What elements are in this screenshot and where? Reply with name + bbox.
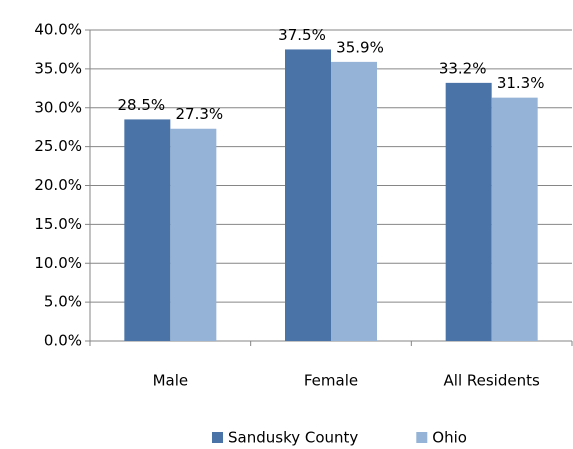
value-label: 37.5% — [278, 26, 326, 44]
x-tick-label: Male — [153, 372, 189, 390]
bar — [285, 49, 331, 341]
y-tick-label: 10.0% — [34, 254, 82, 272]
y-tick-label: 40.0% — [34, 21, 82, 39]
value-label: 33.2% — [439, 59, 487, 77]
y-tick-label: 30.0% — [34, 98, 82, 116]
y-tick-label: 20.0% — [34, 176, 82, 194]
value-label: 28.5% — [118, 96, 166, 114]
value-label: 31.3% — [497, 74, 545, 92]
x-tick-label: Female — [304, 372, 358, 390]
y-tick-label: 35.0% — [34, 59, 82, 77]
x-tick-label: All Residents — [444, 372, 540, 390]
bar — [491, 97, 538, 341]
legend-swatch — [212, 432, 223, 443]
y-tick-label: 15.0% — [34, 215, 82, 233]
y-tick-label: 25.0% — [34, 137, 82, 155]
bar — [331, 61, 377, 341]
value-label: 27.3% — [176, 105, 224, 123]
bar — [170, 128, 217, 341]
y-tick-label: 5.0% — [44, 293, 82, 311]
legend-label: Sandusky County — [228, 429, 358, 447]
legend-label: Ohio — [432, 429, 467, 447]
bar — [445, 82, 492, 342]
value-label: 35.9% — [336, 38, 384, 56]
bar — [124, 119, 171, 341]
legend-swatch — [416, 432, 428, 443]
y-tick-label: 0.0% — [44, 332, 82, 350]
